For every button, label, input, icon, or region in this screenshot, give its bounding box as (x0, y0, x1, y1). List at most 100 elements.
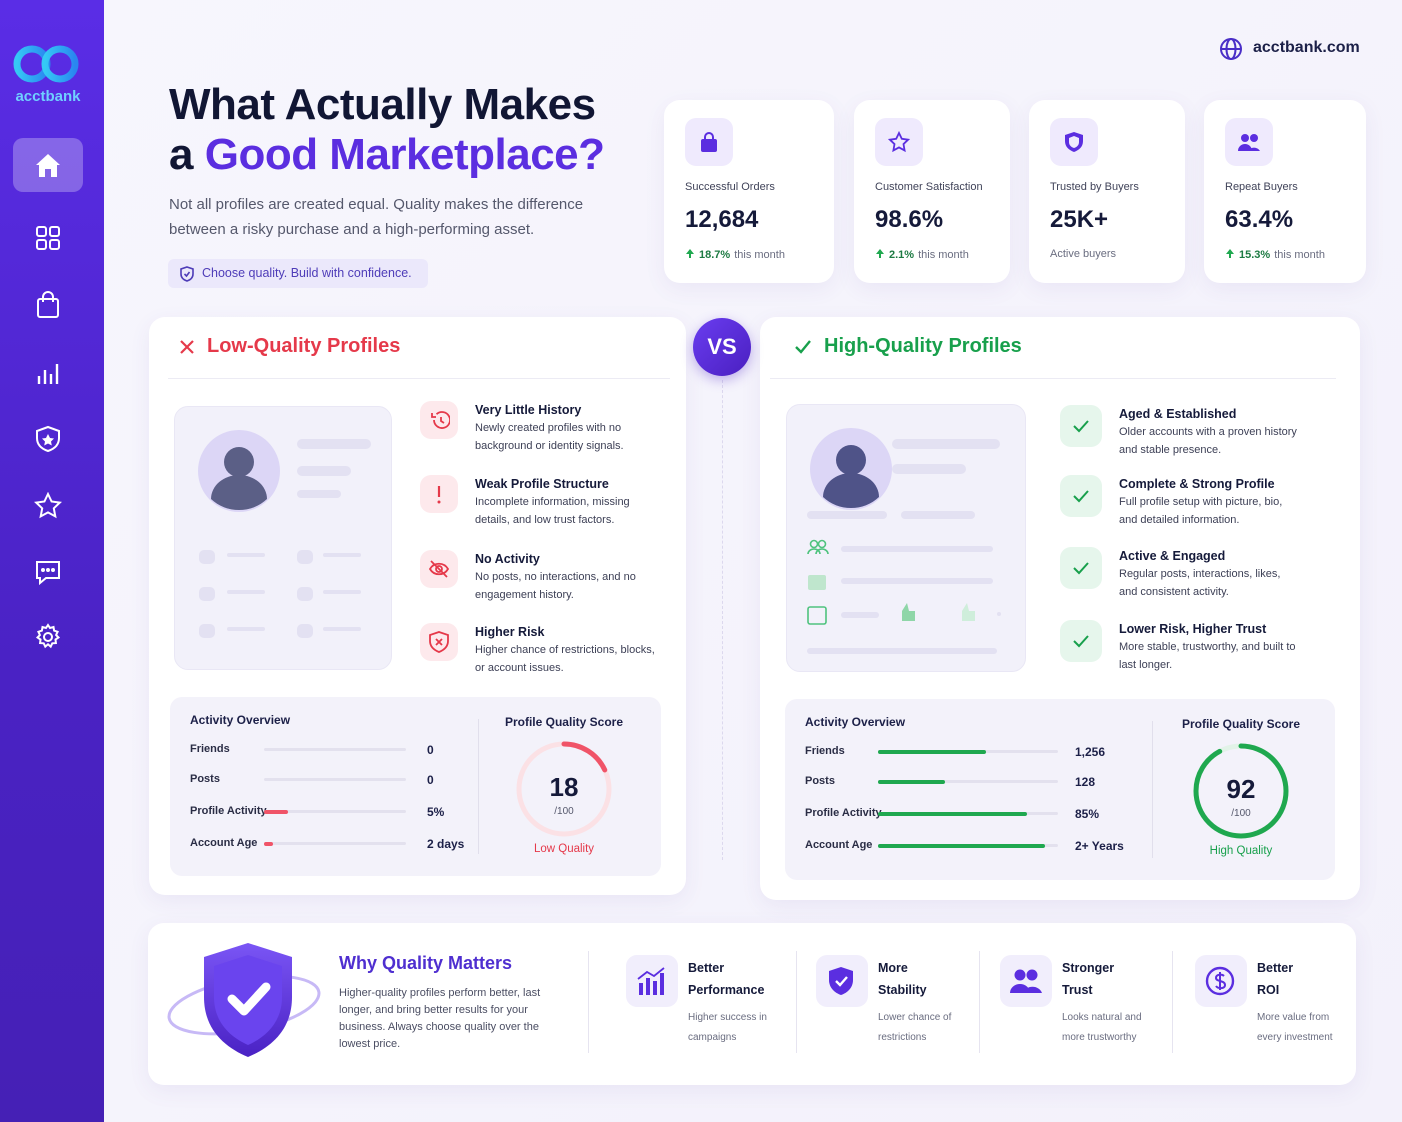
placeholder-line (997, 612, 1001, 616)
point-icon (420, 623, 458, 661)
avatar (198, 430, 280, 512)
stat-note: Active buyers (1050, 248, 1117, 260)
profile-mock (786, 404, 1026, 672)
brand-name: acctbank (15, 88, 81, 105)
point-title: Aged & Established (1119, 407, 1237, 421)
score-value: 92 (1226, 774, 1256, 804)
placeholder-line (323, 590, 361, 594)
point-icon (420, 401, 458, 439)
nav-home[interactable] (13, 138, 83, 192)
gauge-arc (1193, 743, 1289, 839)
gauge-arc (516, 741, 612, 837)
point: Aged & Established Older accounts with a … (1119, 407, 1299, 459)
settings-icon (35, 623, 61, 649)
stat-icon (1050, 118, 1098, 166)
nav-star[interactable] (13, 479, 83, 533)
benefit-icon (1195, 955, 1247, 1007)
point-icon (420, 550, 458, 588)
benefit-text: Higher success in campaigns (688, 1012, 767, 1043)
stat-icon (875, 118, 923, 166)
profile-mock (174, 406, 392, 670)
stat-icon (685, 118, 733, 166)
up-arrow (686, 249, 694, 258)
activity-fill (264, 842, 273, 846)
mock-icons (807, 539, 975, 625)
point-glyph (1073, 490, 1089, 503)
benefit-glyph (1205, 966, 1235, 996)
point-text: Full profile setup with picture, bio, an… (1119, 496, 1283, 526)
score-label: Low Quality (533, 843, 595, 855)
activity-value: 0 (427, 773, 434, 787)
headline-prefix: a (169, 130, 193, 179)
stat-card: Trusted by Buyers 25K+ Active buyers (1029, 100, 1185, 283)
nav-grid[interactable] (13, 211, 83, 265)
point-title: No Activity (475, 552, 540, 566)
activity-label: Friends (805, 745, 845, 757)
score-max: /100 (1231, 808, 1251, 819)
activity-fill (878, 750, 986, 754)
avatar (810, 428, 892, 510)
tagline-icon (180, 266, 194, 282)
stat-icon (1225, 118, 1273, 166)
low-divider (168, 378, 670, 379)
vs-badge: VS (693, 318, 751, 376)
stat-change-value: 15.3% (1239, 249, 1271, 261)
activity-label: Friends (190, 743, 230, 755)
placeholder-line (297, 624, 313, 638)
point-title: Active & Engaged (1119, 549, 1226, 563)
point-icon (1060, 405, 1102, 447)
score-gauge (516, 741, 612, 837)
headline-line: a Good Marketplace? (169, 130, 605, 180)
activity-fill (878, 844, 1046, 848)
placeholder-line (297, 587, 313, 601)
nav-stats[interactable] (13, 346, 83, 400)
placeholder-line (892, 439, 1000, 449)
nav-bag[interactable] (13, 278, 83, 332)
benefit-divider (1172, 951, 1173, 1053)
point-title: Complete & Strong Profile (1119, 477, 1275, 491)
score-max: /100 (554, 806, 574, 817)
stat-note: this month (918, 249, 969, 261)
stat-note: this month (1274, 249, 1325, 261)
stat-icon-glyph (888, 131, 910, 153)
activity-fill (878, 812, 1028, 816)
activity-track (264, 842, 406, 845)
globe-icon (1220, 38, 1242, 60)
logo-icon (13, 28, 79, 83)
point-glyph (437, 486, 441, 504)
headline: What Actually Makes a Good Marketplace? (169, 80, 605, 180)
stat-icon-glyph (701, 132, 717, 152)
point: Complete & Strong Profile Full profile se… (1119, 477, 1299, 529)
sidebar: acctbank (0, 0, 104, 1122)
nav-chat[interactable] (13, 545, 83, 599)
placeholder-line (199, 624, 215, 638)
benefit-glyph (1010, 969, 1042, 993)
site-link[interactable]: acctbank.com (1253, 39, 1360, 56)
benefit-icon (626, 955, 678, 1007)
stat-label: Trusted by Buyers (1050, 181, 1139, 193)
activity-divider (478, 719, 479, 854)
high-panel: High-Quality Profiles Aged & Established O… (760, 317, 1360, 900)
activity-label: Posts (805, 775, 835, 787)
stat-change: 18.7% this month (685, 248, 785, 261)
point-title: Weak Profile Structure (475, 477, 609, 491)
benefit-title: Stronger Trust (1062, 961, 1115, 997)
point: Higher Risk Higher chance of restrictions… (475, 625, 655, 677)
placeholder-line (227, 627, 265, 631)
headline-highlight: Good Marketplace? (204, 130, 605, 179)
placeholder-line (297, 466, 351, 476)
point-icon (1060, 620, 1102, 662)
high-title: High-Quality Profiles (794, 335, 1022, 358)
stat-value: 98.6% (875, 206, 944, 233)
check-icon (795, 339, 811, 354)
chat-icon (36, 561, 60, 585)
activity-title: Activity Overview (805, 715, 906, 729)
why-title: Why Quality Matters (339, 953, 513, 973)
nav-shield[interactable] (13, 412, 83, 466)
nav-settings[interactable] (13, 610, 83, 664)
low-title: Low-Quality Profiles (179, 335, 400, 358)
why-text: Higher-quality profiles perform better, … (339, 987, 541, 1050)
activity-track (878, 780, 1058, 783)
activity-label: Account Age (190, 837, 258, 849)
